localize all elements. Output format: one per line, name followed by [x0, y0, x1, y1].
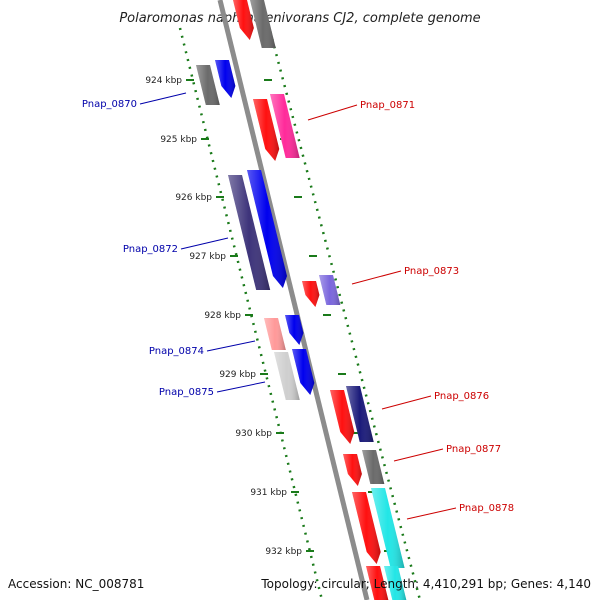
gene-label[interactable]: Pnap_0876	[434, 391, 489, 402]
gene-feature	[319, 275, 341, 305]
kbp-tick-label: 926 kbp	[175, 193, 212, 203]
gene-label[interactable]: Pnap_0878	[459, 503, 514, 514]
gene-feature	[362, 450, 385, 484]
gene-feature	[196, 65, 220, 105]
gene-feature	[253, 99, 280, 161]
gene-label-leader	[307, 104, 358, 121]
gene-label[interactable]: Pnap_0874	[149, 346, 204, 357]
accession-text: Accession: NC_008781	[8, 577, 144, 591]
kbp-tick-label: 930 kbp	[235, 429, 272, 439]
kbp-ticks: 924 kbp 925 kbp 926 kbp 927 kbp 928 kbp 929 k…	[145, 76, 392, 557]
gene-label[interactable]: Pnap_0877	[446, 444, 501, 455]
kbp-tick-label: 931 kbp	[250, 488, 287, 498]
gene-label[interactable]: Pnap_0872	[123, 244, 178, 255]
gene-feature	[270, 94, 300, 158]
gene-label-leader	[393, 448, 444, 462]
kbp-tick-label: 932 kbp	[265, 547, 302, 557]
gene-label-leader	[216, 381, 266, 393]
map-title: Polaromonas naphthalenivorans CJ2, compl…	[119, 11, 480, 26]
forward-strand-genes	[196, 60, 315, 400]
gene-label[interactable]: Pnap_0875	[159, 387, 214, 398]
kbp-tick-label: 929 kbp	[219, 370, 256, 380]
gene-label-leader	[406, 507, 457, 520]
gene-labels: Pnap_0870 Pnap_0871 Pnap_0872 Pnap_0873 Pnap…	[82, 92, 514, 520]
gene-feature	[233, 0, 254, 40]
gene-feature	[250, 0, 276, 48]
kbp-tick-label: 927 kbp	[189, 252, 226, 262]
gene-feature	[247, 170, 287, 288]
gene-label-leader	[381, 395, 432, 410]
gene-label-leader	[206, 340, 256, 352]
kbp-tick-label: 925 kbp	[160, 135, 197, 145]
gene-feature	[274, 352, 300, 400]
kbp-tick-label: 924 kbp	[145, 76, 182, 86]
gene-feature	[330, 390, 355, 444]
gene-label-leader	[351, 270, 402, 285]
gene-feature	[371, 488, 405, 568]
reverse-track	[260, 0, 422, 600]
gene-feature	[292, 349, 315, 395]
reverse-strand-genes	[233, 0, 407, 600]
gene-label[interactable]: Pnap_0873	[404, 266, 459, 277]
gene-feature	[366, 566, 389, 600]
gene-feature	[384, 566, 407, 600]
kbp-tick-label: 928 kbp	[204, 311, 241, 321]
gene-label-leader	[180, 237, 229, 250]
gene-feature	[264, 318, 286, 350]
gene-label-leader	[139, 92, 187, 105]
genome-summary-text: Topology: circular; Length: 4,410,291 bp…	[260, 577, 591, 591]
gene-label[interactable]: Pnap_0870	[82, 99, 137, 110]
gene-feature	[285, 315, 304, 345]
gene-feature	[352, 492, 381, 564]
gene-feature	[302, 281, 320, 307]
gene-feature	[215, 60, 236, 98]
gene-feature	[343, 454, 362, 486]
gene-label[interactable]: Pnap_0871	[360, 100, 415, 111]
gene-feature	[346, 386, 374, 442]
gene-feature	[228, 175, 271, 290]
backbone-line	[217, 0, 370, 600]
